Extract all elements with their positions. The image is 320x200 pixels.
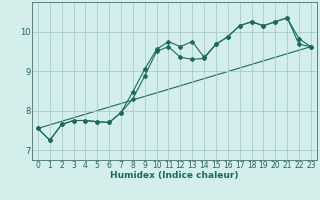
X-axis label: Humidex (Indice chaleur): Humidex (Indice chaleur) — [110, 171, 239, 180]
